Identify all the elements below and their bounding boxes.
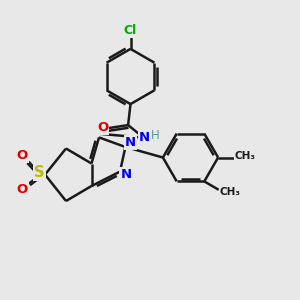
Text: CH₃: CH₃ bbox=[235, 151, 256, 161]
Text: CH₃: CH₃ bbox=[220, 187, 241, 197]
Text: N: N bbox=[125, 136, 136, 149]
Text: H: H bbox=[151, 129, 160, 142]
Text: O: O bbox=[97, 121, 108, 134]
Text: Cl: Cl bbox=[124, 24, 137, 37]
Text: O: O bbox=[16, 149, 28, 162]
Text: S: S bbox=[34, 165, 45, 180]
Text: N: N bbox=[120, 168, 132, 181]
Text: O: O bbox=[16, 183, 28, 196]
Text: N: N bbox=[139, 131, 150, 144]
